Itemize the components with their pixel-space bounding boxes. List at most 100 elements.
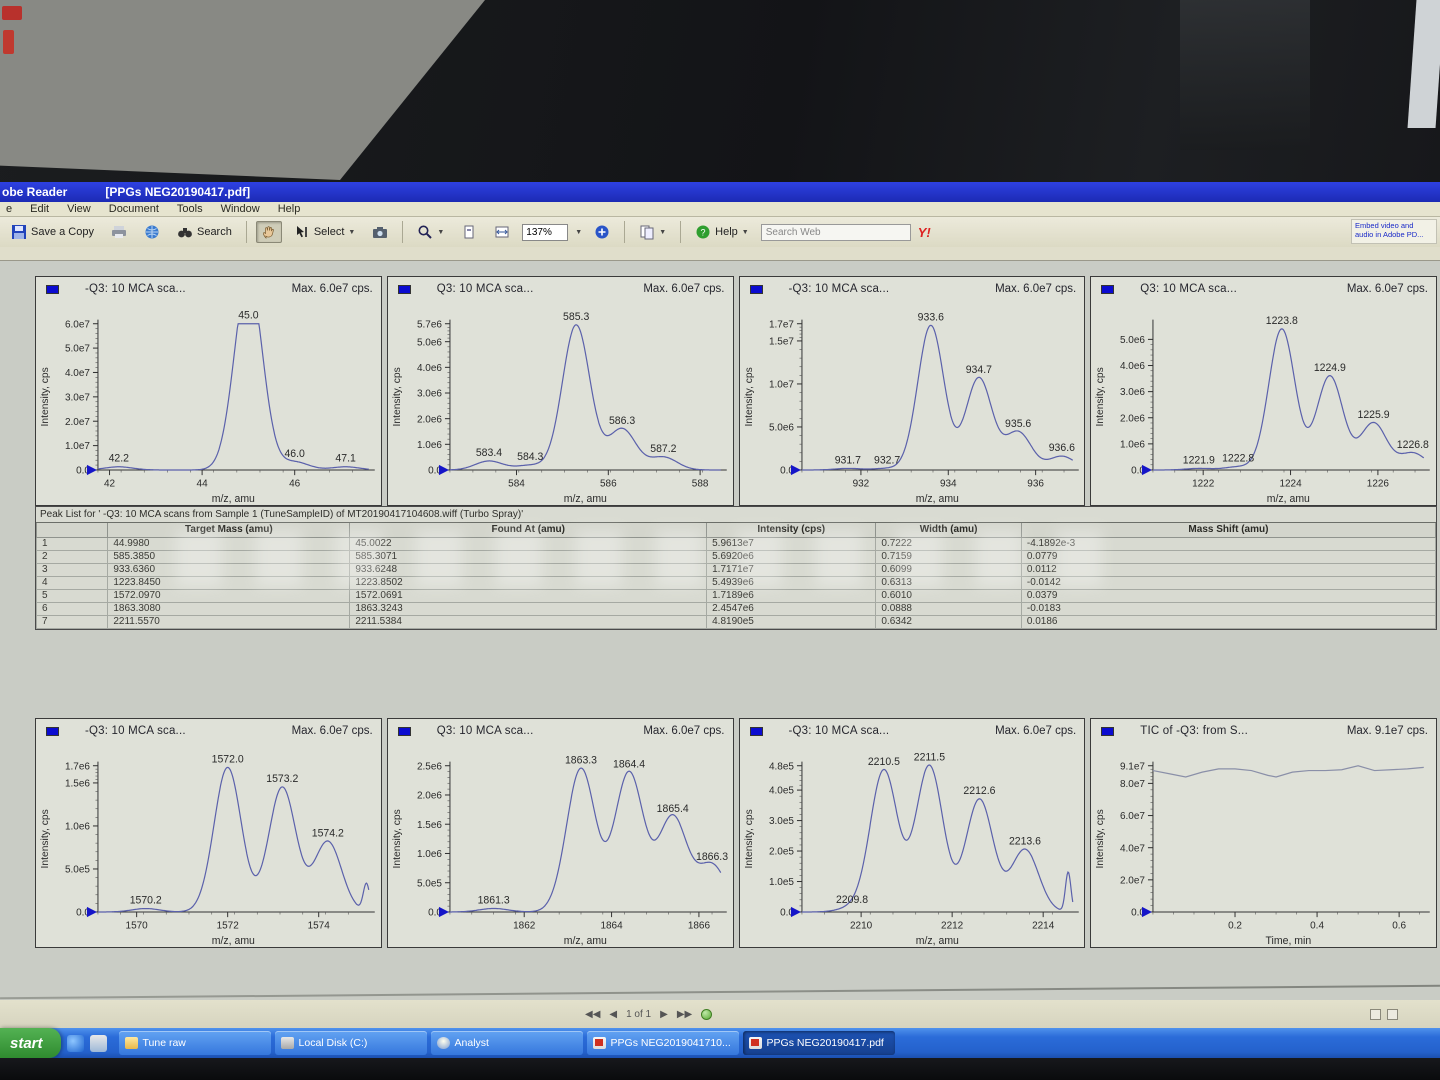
svg-text:4.0e7: 4.0e7: [65, 368, 90, 379]
svg-text:Time, min: Time, min: [1266, 935, 1312, 947]
legend-swatch-icon[interactable]: [46, 284, 59, 294]
email-button[interactable]: [139, 221, 165, 243]
svg-text:1222: 1222: [1192, 478, 1215, 489]
page-display-button[interactable]: ▼: [634, 221, 671, 243]
app-title: obe Reader: [2, 185, 68, 199]
view-mode-icon[interactable]: [1387, 1008, 1398, 1020]
embed-video-button[interactable]: Embed video and audio in Adobe PD...: [1351, 219, 1437, 244]
svg-text:1862: 1862: [513, 920, 536, 931]
quicklaunch-ie-icon[interactable]: [66, 1034, 84, 1052]
table-cell: 4: [35, 575, 109, 590]
taskbar-button[interactable]: Local Disk (C:): [274, 1031, 427, 1055]
chevron-down-icon: ▼: [348, 228, 356, 236]
svg-text:3.0e7: 3.0e7: [65, 392, 90, 403]
svg-text:1226.8: 1226.8: [1397, 439, 1429, 451]
first-page-button[interactable]: ◀◀: [585, 1008, 601, 1020]
quicklaunch-desktop-icon[interactable]: [89, 1034, 107, 1052]
panel-max-label: Max. 6.0e7 cps.: [643, 283, 725, 295]
panel-max-label: Max. 6.0e7 cps.: [995, 283, 1077, 295]
svg-text:45.0: 45.0: [238, 309, 258, 321]
menu-item-edit[interactable]: Edit: [30, 203, 50, 215]
search-button[interactable]: Search: [172, 221, 237, 243]
table-cell: 0.6313: [875, 575, 1022, 590]
svg-text:584: 584: [508, 478, 525, 489]
legend-swatch-icon[interactable]: [749, 284, 763, 294]
view-mode-icon[interactable]: [1370, 1008, 1381, 1020]
legend-swatch-icon[interactable]: [46, 726, 59, 736]
legend-swatch-icon[interactable]: [1101, 284, 1115, 294]
spectrum-panel-5: -Q3: 10 MCA sca... Max. 6.0e7 cps. 0.0 5.0e…: [35, 718, 382, 948]
legend-swatch-icon[interactable]: [749, 726, 763, 736]
column-header: Mass Shift (amu): [1020, 523, 1437, 538]
legend-swatch-icon[interactable]: [397, 726, 411, 736]
select-label: Select: [313, 226, 345, 238]
table-cell: 5.6920e6: [706, 549, 877, 564]
svg-text:1.0e7: 1.0e7: [65, 441, 90, 452]
save-copy-button[interactable]: Save a Copy: [6, 221, 99, 243]
spectrum-panel-4: Q3: 10 MCA sca... Max. 6.0e7 cps. 0.0 1.0e6…: [1090, 276, 1437, 506]
print-button[interactable]: [106, 221, 132, 243]
menu-item-help[interactable]: Help: [277, 203, 301, 215]
pdf-icon: [592, 1037, 606, 1049]
zoom-level-input[interactable]: [522, 223, 569, 241]
svg-text:1.5e7: 1.5e7: [769, 336, 794, 347]
svg-text:m/z, amu: m/z, amu: [564, 935, 607, 947]
svg-text:1.5e6: 1.5e6: [417, 820, 442, 831]
svg-text:936.6: 936.6: [1048, 442, 1074, 454]
svg-text:0.6: 0.6: [1392, 920, 1406, 931]
table-cell: -0.0142: [1020, 575, 1437, 590]
chevron-down-icon[interactable]: ▼: [575, 228, 583, 236]
legend-swatch-icon[interactable]: [397, 284, 411, 294]
start-button[interactable]: start: [0, 1028, 61, 1058]
panel-title: Q3: 10 MCA sca...: [436, 283, 534, 295]
svg-text:0.0: 0.0: [76, 465, 90, 476]
table-cell: 0.7159: [875, 549, 1022, 564]
table-cell: 7: [35, 614, 109, 629]
last-page-button[interactable]: ▶▶: [676, 1008, 693, 1020]
legend-swatch-icon[interactable]: [1101, 726, 1115, 736]
yahoo-logo[interactable]: Y!: [917, 224, 931, 240]
menu-item-view[interactable]: View: [67, 203, 91, 215]
fit-width-button[interactable]: [489, 221, 515, 243]
svg-text:0.4: 0.4: [1310, 920, 1324, 931]
menu-item-tools[interactable]: Tools: [176, 203, 203, 215]
table-cell: 933.6248: [349, 562, 708, 577]
search-web-input[interactable]: [760, 223, 911, 241]
page-edge-line: [0, 984, 1440, 1000]
snapshot-button[interactable]: [367, 221, 393, 243]
svg-text:586.3: 586.3: [609, 415, 635, 427]
zoom-in-button[interactable]: [589, 221, 615, 243]
menu-item-e[interactable]: e: [6, 203, 13, 215]
spectrum-panel-1: -Q3: 10 MCA sca... Max. 6.0e7 cps. 0.0 1.0e…: [35, 276, 382, 506]
help-button[interactable]: ? Help ▼: [690, 221, 754, 243]
panel-max-label: Max. 6.0e7 cps.: [1346, 283, 1428, 295]
prev-page-button[interactable]: ◀: [609, 1008, 618, 1020]
taskbar-button[interactable]: PPGs NEG2019041710...: [586, 1031, 739, 1055]
table-cell: 4.8190e5: [706, 614, 877, 629]
svg-text:2.0e7: 2.0e7: [1120, 875, 1145, 886]
taskbar-button[interactable]: PPGs NEG20190417.pdf: [742, 1031, 895, 1055]
menu-item-document[interactable]: Document: [108, 203, 159, 215]
spectrum-panel-7: -Q3: 10 MCA sca... Max. 6.0e7 cps. 0.0 1.0e…: [738, 718, 1086, 948]
zoom-tool-button[interactable]: ▼: [412, 221, 449, 243]
svg-text:1224.9: 1224.9: [1314, 362, 1346, 374]
panel-title: TIC of -Q3: from S...: [1140, 725, 1248, 737]
menu-item-window[interactable]: Window: [220, 203, 260, 215]
pdf-document-area[interactable]: -Q3: 10 MCA sca... Max. 6.0e7 cps. 0.0 1.0e…: [0, 261, 1440, 1000]
hand-tool-button[interactable]: [255, 221, 282, 243]
spectrum-plot: 0.0 5.0e5 1.0e6 1.5e6 1.7e6 1570 1572 1574 1570.…: [40, 753, 375, 947]
taskbar-button[interactable]: Analyst: [430, 1031, 583, 1055]
table-cell: 5.4939e6: [706, 575, 877, 590]
taskbar-button[interactable]: Tune raw: [118, 1031, 271, 1055]
window-titlebar[interactable]: obe Reader [PPGs NEG20190417.pdf]: [0, 182, 1440, 202]
svg-text:1.7e6: 1.7e6: [65, 761, 90, 772]
table-cell: 1863.3080: [107, 601, 351, 616]
actual-size-button[interactable]: [456, 221, 482, 243]
next-page-button[interactable]: ▶: [660, 1008, 668, 1020]
page-actual-icon: [464, 225, 474, 239]
select-tool-button[interactable]: Select ▼: [289, 221, 361, 243]
toolbar-separator: [680, 221, 682, 243]
svg-text:Intensity, cps: Intensity, cps: [1095, 367, 1106, 426]
table-cell: 0.6099: [875, 562, 1022, 577]
taskbar-button-label: PPGs NEG20190417.pdf: [766, 1037, 884, 1049]
